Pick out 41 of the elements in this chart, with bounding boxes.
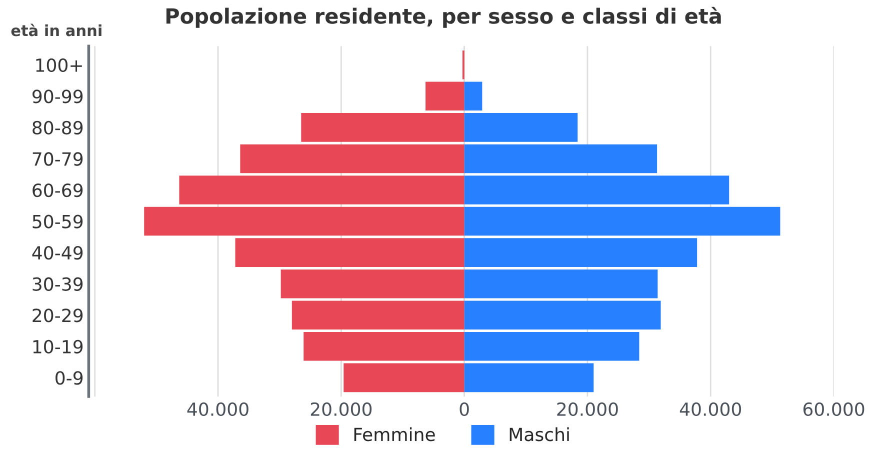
x-tick-label: 40.000 [680, 402, 742, 416]
legend-label: Maschi [510, 427, 569, 442]
bar [464, 176, 730, 204]
y-tick-label: 90-99 [32, 90, 83, 104]
y-tick-label: 70-79 [32, 152, 83, 166]
bar [464, 206, 780, 236]
y-tick-label: 60-69 [32, 183, 83, 198]
x-tick-label: 0 [460, 402, 469, 416]
y-tick-label: 30-39 [32, 277, 83, 291]
y-tick-label: 0-9 [56, 371, 83, 385]
bar [179, 176, 464, 204]
bar [464, 363, 594, 392]
bar [464, 238, 698, 267]
bar [304, 332, 464, 361]
bar [280, 269, 464, 298]
legend-label: Femmine [354, 427, 435, 442]
y-tick-label: 20-29 [32, 308, 83, 322]
y-tick-label: 80-89 [32, 120, 83, 135]
bar [464, 144, 658, 174]
x-tick-label: 20.000 [310, 402, 372, 416]
bar [464, 113, 578, 142]
y-axis-title: età in anni [11, 24, 102, 36]
bar [301, 113, 464, 142]
x-tick-label: 40.000 [187, 402, 248, 416]
bar [144, 206, 464, 236]
bar [235, 238, 464, 267]
bar [240, 144, 464, 174]
bar [292, 300, 464, 330]
x-tick-label: 60.000 [803, 402, 864, 416]
y-tick-label: 10-19 [33, 340, 83, 354]
bar [426, 82, 464, 111]
bar [464, 269, 658, 298]
y-tick-label: 100+ [36, 58, 82, 72]
y-tick-label: 40-49 [32, 246, 83, 260]
chart-title: Popolazione residente, per sesso e classi di età [166, 6, 721, 28]
bar [464, 300, 661, 330]
bar [464, 82, 482, 111]
y-tick-label: 50-59 [32, 214, 83, 228]
bar [464, 332, 640, 361]
bar [344, 363, 464, 392]
x-tick-label: 20.000 [557, 402, 618, 416]
